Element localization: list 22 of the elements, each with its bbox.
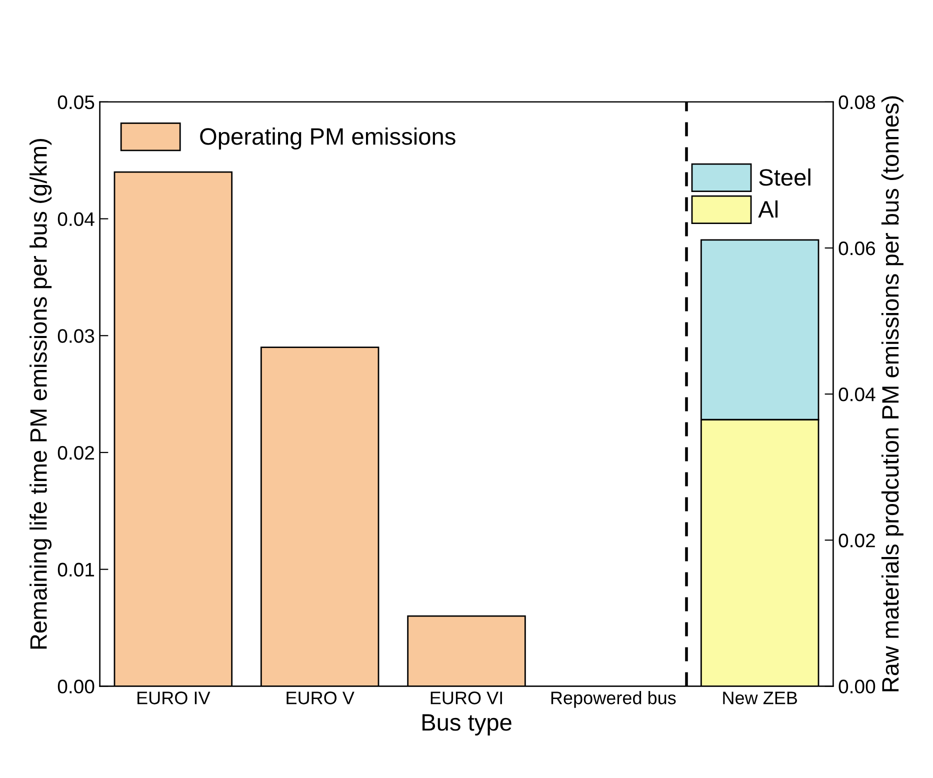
legend-label: Al	[758, 200, 778, 218]
y2-tick-label: 0.02	[838, 534, 875, 548]
y2-tick-label: 0.04	[838, 388, 876, 402]
y-tick-label: 0.01	[58, 562, 94, 577]
x-tick-label: Repowered bus	[551, 691, 676, 708]
y-tick-label: 0.03	[58, 329, 94, 343]
y-tick-label: 0.04	[58, 212, 94, 226]
y2-tick-label: 0.06	[838, 241, 876, 256]
y-axis-title: Remaining life time PM emissions per bus (g/km)	[30, 138, 52, 649]
y-tick-label: 0.02	[58, 446, 94, 460]
y2-axis-title: Raw materials prodcution PM emissions per bus (tonnes)	[881, 96, 904, 692]
x-axis-title: Bus type	[422, 714, 512, 736]
x-tick-label: New ZEB	[723, 692, 798, 704]
y2-tick-label: 0.08	[838, 95, 876, 110]
y2-tick-label: 0.00	[838, 680, 876, 694]
x-tick-label: EURO VI	[430, 692, 502, 704]
y-tick-label: 0.05	[58, 95, 94, 110]
y-tick-label: 0.00	[58, 680, 94, 694]
x-tick-label: EURO IV	[138, 692, 210, 704]
legend-label: Operating PM emissions	[200, 128, 456, 150]
legend-label: Steel	[759, 168, 810, 186]
x-tick-label: EURO V	[286, 692, 354, 704]
